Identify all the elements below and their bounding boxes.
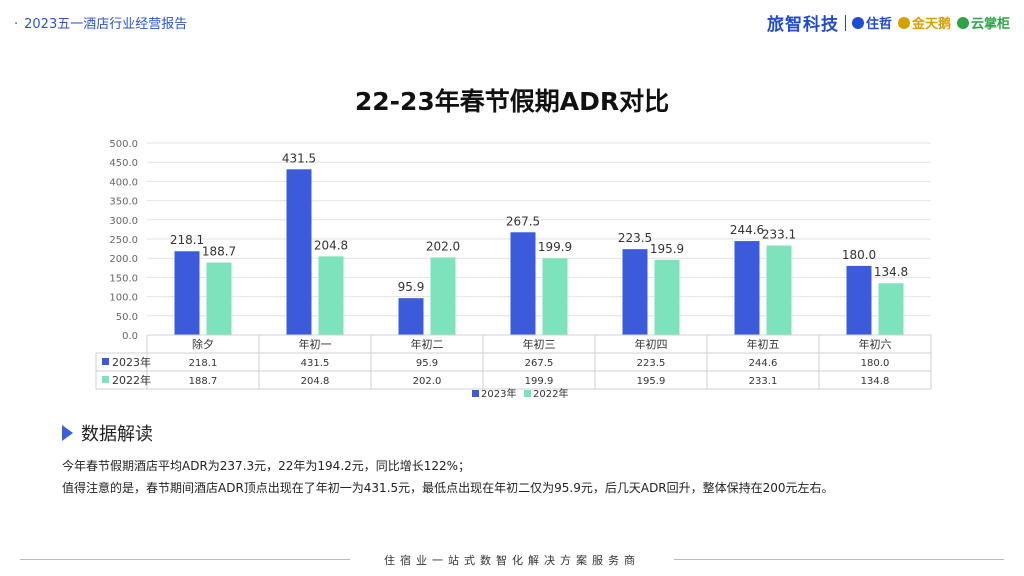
swan-logo-icon <box>897 17 910 29</box>
brand-jintiane-text: 金天鹅 <box>911 17 951 32</box>
analysis-heading: 数据解读 <box>62 420 153 446</box>
y-tick-label: 400.0 <box>109 177 138 188</box>
bar-2022 <box>766 245 792 335</box>
bar-2023 <box>734 241 760 335</box>
data-label: 202.0 <box>426 239 460 253</box>
footer-tagline: 住宿业一站式数智化解决方案服务商 <box>384 554 640 567</box>
legend-label: 2023年 <box>481 387 516 400</box>
brand-zhuzhe-text: 住哲 <box>865 17 892 32</box>
data-label: 244.6 <box>730 223 764 237</box>
data-label: 223.5 <box>618 231 652 245</box>
data-label: 199.9 <box>538 240 572 254</box>
table-cell: 218.1 <box>189 358 218 369</box>
brand-jintiane: 金天鹅 <box>897 13 951 32</box>
table-cell: 199.9 <box>525 376 554 387</box>
legend-label: 2022年 <box>533 387 568 400</box>
table-cell: 233.1 <box>749 376 778 387</box>
cloud-logo-icon <box>956 17 969 29</box>
bar-2022 <box>542 258 568 335</box>
bar-2023 <box>622 249 648 335</box>
brand-zhuzhe: 住哲 <box>851 13 892 32</box>
y-tick-label: 100.0 <box>109 293 138 304</box>
table-cell: 195.9 <box>637 376 666 387</box>
y-tick-label: 0.0 <box>122 331 138 342</box>
footer-divider-right <box>674 559 1004 560</box>
data-label: 180.0 <box>842 248 876 262</box>
analysis-line-2: 值得注意的是，春节期间酒店ADR顶点出现在了年初一为431.5元，最低点出现在年… <box>62 481 834 495</box>
table-legend-swatch <box>102 376 109 383</box>
bar-2023 <box>846 265 872 335</box>
y-tick-label: 450.0 <box>109 158 138 169</box>
bar-2022 <box>206 262 232 335</box>
footer-divider-left <box>20 559 350 560</box>
data-label: 218.1 <box>170 233 204 247</box>
bullet-dot-icon: · <box>14 17 19 32</box>
table-cell: 267.5 <box>525 358 554 369</box>
data-label: 95.9 <box>398 280 425 294</box>
bar-2023 <box>510 232 536 335</box>
category-label: 年初三 <box>523 337 556 351</box>
brand-yunzhanggui-text: 云掌柜 <box>970 17 1010 32</box>
y-tick-label: 150.0 <box>109 273 138 284</box>
y-tick-label: 50.0 <box>116 312 138 323</box>
table-cell: 244.6 <box>749 358 778 369</box>
table-cell: 95.9 <box>416 358 438 369</box>
bar-2022 <box>878 283 904 335</box>
table-cell: 223.5 <box>637 358 666 369</box>
category-label: 年初一 <box>299 337 332 351</box>
y-tick-label: 200.0 <box>109 254 138 265</box>
brand-yunzhanggui: 云掌柜 <box>956 13 1010 32</box>
category-label: 除夕 <box>192 337 214 351</box>
data-label: 431.5 <box>282 151 316 165</box>
data-label: 195.9 <box>650 242 684 256</box>
analysis-heading-text: 数据解读 <box>81 424 153 445</box>
data-label: 267.5 <box>506 214 540 228</box>
zhuzhe-logo-icon <box>851 17 864 29</box>
category-label: 年初四 <box>635 337 668 351</box>
bar-2022 <box>430 257 456 335</box>
report-title-text: 2023五一酒店行业经营报告 <box>24 17 188 32</box>
table-cell: 180.0 <box>861 358 890 369</box>
legend-swatch <box>472 390 479 397</box>
bar-2022 <box>318 256 344 335</box>
y-tick-label: 250.0 <box>109 235 138 246</box>
table-cell: 188.7 <box>189 376 218 387</box>
data-label: 233.1 <box>762 227 796 241</box>
brand-separator <box>844 14 846 31</box>
y-tick-label: 300.0 <box>109 216 138 227</box>
data-label: 204.8 <box>314 238 348 252</box>
table-cell: 204.8 <box>301 376 330 387</box>
bar-2023 <box>286 169 312 335</box>
bar-chart: 0.0 50.0 100.0 150.0 200.0 250.0 300.0 350.0 400… <box>95 139 932 400</box>
report-title: · 2023五一酒店行业经营报告 <box>14 13 187 32</box>
table-cell: 431.5 <box>301 358 330 369</box>
brand-logos: 旅智科技 住哲 金天鹅 云掌柜 <box>767 10 1010 35</box>
triangle-arrow-icon <box>62 425 73 441</box>
analysis-line-1: 今年春节假期酒店平均ADR为237.3元，22年为194.2元，同比增长122%… <box>62 459 471 473</box>
y-tick-label: 500.0 <box>109 139 138 150</box>
table-cell: 202.0 <box>413 376 442 387</box>
table-series-label: 2022年 <box>112 373 151 387</box>
bar-2023 <box>398 298 424 335</box>
y-tick-label: 350.0 <box>109 197 138 208</box>
category-label: 年初二 <box>411 337 444 351</box>
category-label: 年初五 <box>747 337 780 351</box>
legend-swatch <box>524 390 531 397</box>
table-legend-swatch <box>102 358 109 365</box>
category-label: 年初六 <box>859 337 892 351</box>
bar-2023 <box>174 251 200 335</box>
table-cell: 134.8 <box>861 376 890 387</box>
data-label: 188.7 <box>202 245 236 259</box>
chart-title: 22-23年春节假期ADR对比 <box>354 87 670 116</box>
table-series-label: 2023年 <box>112 355 151 369</box>
brand-lvzhi: 旅智科技 <box>766 15 839 35</box>
data-label: 134.8 <box>874 265 908 279</box>
bar-2022 <box>654 259 680 335</box>
